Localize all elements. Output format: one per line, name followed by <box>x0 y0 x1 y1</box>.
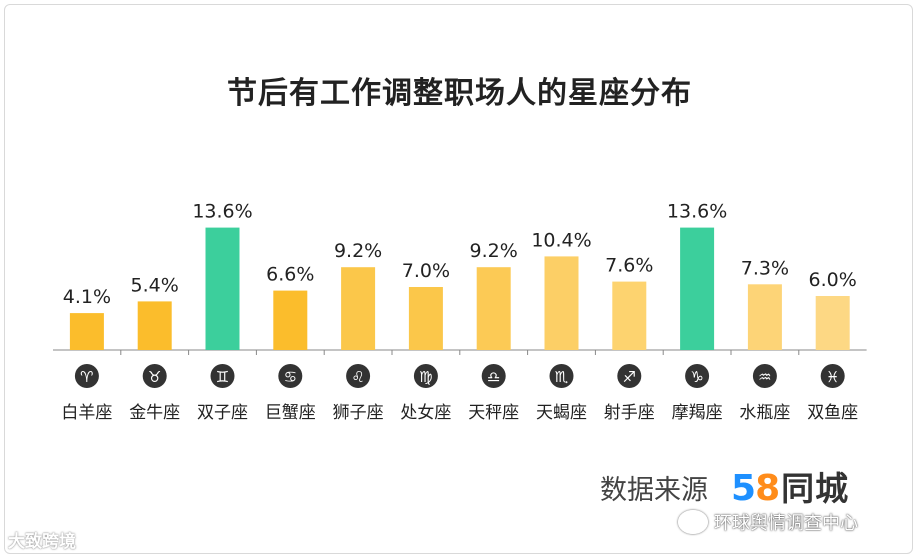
zodiac-symbol-badge-3 <box>210 364 235 388</box>
58-tongcheng-logo: 58同城 <box>731 462 849 510</box>
data-label-2: 5.4% <box>131 274 179 296</box>
zodiac-symbol-badge-8 <box>549 364 574 388</box>
zodiac-symbol-badge-9 <box>617 364 642 388</box>
category-label-10: 摩羯座 <box>672 403 723 423</box>
category-label-8: 天蝎座 <box>536 403 587 423</box>
bar-7 <box>476 267 511 350</box>
zodiac-symbol-icon-6: ♍ <box>419 368 432 386</box>
zodiac-symbol-badge-5 <box>346 364 371 388</box>
category-label-3: 双子座 <box>197 403 248 423</box>
category-label-12: 双鱼座 <box>807 403 858 423</box>
zodiac-symbol-icon-3: ♊ <box>216 368 229 386</box>
zodiac-symbol-icon-11: ♒ <box>758 368 771 386</box>
zodiac-symbol-icon-8: ♏ <box>555 368 569 386</box>
data-label-6: 7.0% <box>402 260 450 282</box>
bar-1 <box>69 313 104 350</box>
chart-frame <box>4 4 913 554</box>
data-source-label: 数据来源 <box>600 475 708 506</box>
bar-9 <box>612 281 647 350</box>
zodiac-symbol-badge-6 <box>413 364 438 388</box>
bar-6 <box>408 287 443 350</box>
bar-2 <box>137 301 172 350</box>
category-label-11: 水瓶座 <box>739 403 790 423</box>
data-label-8: 10.4% <box>531 229 591 251</box>
zodiac-symbol-icon-12: ♓ <box>826 368 839 386</box>
zodiac-symbol-icon-5: ♌ <box>351 368 364 386</box>
zodiac-symbol-badge-4 <box>278 364 303 388</box>
logo-text: 同城 <box>781 469 850 508</box>
bar-5 <box>341 267 376 350</box>
logo-digit-8: 8 <box>755 468 780 509</box>
data-label-4: 6.6% <box>266 264 314 286</box>
category-label-9: 射手座 <box>604 403 655 423</box>
zodiac-symbol-icon-4: ♋ <box>284 368 297 386</box>
bar-11 <box>747 284 782 350</box>
zodiac-symbol-badge-2 <box>142 364 167 388</box>
data-label-1: 4.1% <box>63 286 111 308</box>
data-label-9: 7.6% <box>605 255 653 277</box>
category-label-5: 狮子座 <box>333 403 384 423</box>
zodiac-symbol-badge-7 <box>481 364 506 388</box>
data-label-3: 13.6% <box>192 201 252 223</box>
logo-digit-5: 5 <box>731 468 756 509</box>
watermark-left: 大致跨境 <box>8 532 76 552</box>
bar-8 <box>544 256 579 350</box>
data-label-12: 6.0% <box>809 269 857 291</box>
zodiac-symbol-icon-7: ♎ <box>487 368 500 386</box>
data-label-5: 9.2% <box>334 240 382 262</box>
category-label-6: 处女座 <box>400 403 451 423</box>
bar-10 <box>680 227 715 350</box>
zodiac-symbol-badge-10 <box>685 364 710 388</box>
data-label-11: 7.3% <box>741 257 789 279</box>
wechat-icon <box>678 510 708 534</box>
zodiac-symbol-icon-2: ♉ <box>148 368 161 386</box>
bar-12 <box>815 296 850 350</box>
zodiac-symbol-icon-1: ♈ <box>80 368 93 386</box>
category-label-2: 金牛座 <box>129 403 180 423</box>
data-label-7: 9.2% <box>470 240 518 262</box>
zodiac-symbol-badge-11 <box>752 364 777 388</box>
watermark-right-text: 环球舆情调查中心 <box>714 513 858 534</box>
zodiac-symbol-badge-12 <box>820 364 845 388</box>
category-label-7: 天秤座 <box>468 403 519 423</box>
zodiac-symbol-icon-9: ♐ <box>623 368 636 386</box>
watermark-right: 环球舆情调查中心 <box>678 509 858 535</box>
chart-title: 节后有工作调整职场人的星座分布 <box>227 76 692 111</box>
category-label-4: 巨蟹座 <box>265 403 316 423</box>
zodiac-symbol-badge-1 <box>74 364 99 388</box>
zodiac-symbol-icon-10: ♑ <box>690 368 703 386</box>
bar-4 <box>273 290 308 350</box>
data-label-10: 13.6% <box>667 201 727 223</box>
bar-3 <box>205 227 240 350</box>
category-label-1: 白羊座 <box>61 403 112 423</box>
